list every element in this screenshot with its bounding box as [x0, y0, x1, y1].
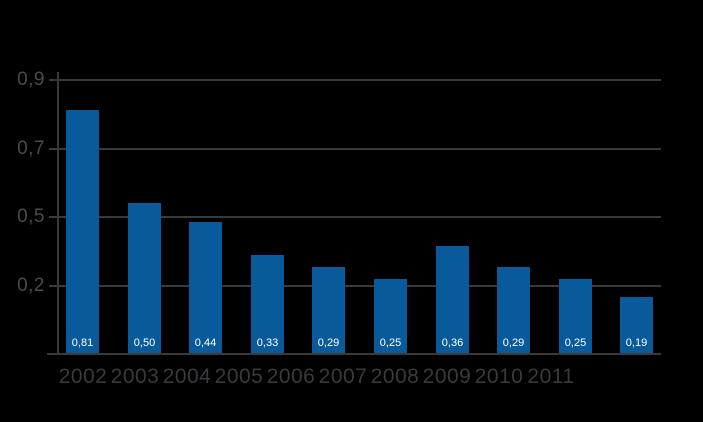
y-axis-tick-label: 0,9	[17, 69, 45, 90]
bar-2006: 0,29	[312, 267, 345, 354]
bar-value-label: 0,44	[194, 337, 217, 349]
x-axis-label-2003: 2003	[110, 365, 160, 388]
bar-value-label: 0,29	[502, 337, 525, 349]
gridline	[49, 284, 661, 287]
x-axis-label-2010: 2010	[474, 365, 524, 388]
bar-2002: 0,81	[66, 110, 99, 354]
y-axis-tick-label: 0,2	[17, 274, 45, 296]
bar-value-label: 0,29	[317, 337, 340, 349]
gridline	[49, 79, 661, 81]
bar-2010: 0,25	[559, 279, 592, 354]
gridline	[49, 147, 661, 150]
x-axis-line	[47, 353, 661, 355]
x-axis-label-2007: 2007	[318, 365, 368, 388]
x-axis-label-2011: 2011	[527, 365, 575, 388]
bar-value-label: 0,25	[564, 337, 587, 349]
bar-2008: 0,36	[436, 246, 469, 354]
bar-2003: 0,50	[128, 203, 161, 354]
y-axis-line	[57, 72, 59, 354]
x-axis-label-2005: 2005	[214, 365, 264, 388]
bar-value-label: 0,33	[256, 337, 279, 349]
x-axis-label-2008: 2008	[370, 365, 420, 388]
bar-2009: 0,29	[497, 267, 530, 354]
x-axis-label-2009: 2009	[422, 365, 472, 388]
y-axis-tick-label: 0,5	[17, 206, 45, 227]
bar-value-label: 0,50	[133, 337, 156, 349]
y-axis-tick-label: 0,7	[17, 137, 45, 159]
bar-2004: 0,44	[189, 222, 222, 354]
x-axis-label-2002: 2002	[58, 365, 108, 388]
bar-2007: 0,25	[374, 279, 407, 354]
bar-value-label: 0,81	[71, 337, 94, 349]
bar-value-label: 0,25	[379, 337, 402, 349]
gridline	[49, 216, 661, 218]
bar-value-label: 0,19	[625, 337, 648, 349]
bar-2011: 0,19	[620, 297, 653, 354]
x-axis-label-2004: 2004	[162, 365, 212, 388]
bar-2005: 0,33	[251, 255, 284, 354]
bar-value-label: 0,36	[441, 337, 464, 349]
x-axis-label-2006: 2006	[266, 365, 316, 388]
